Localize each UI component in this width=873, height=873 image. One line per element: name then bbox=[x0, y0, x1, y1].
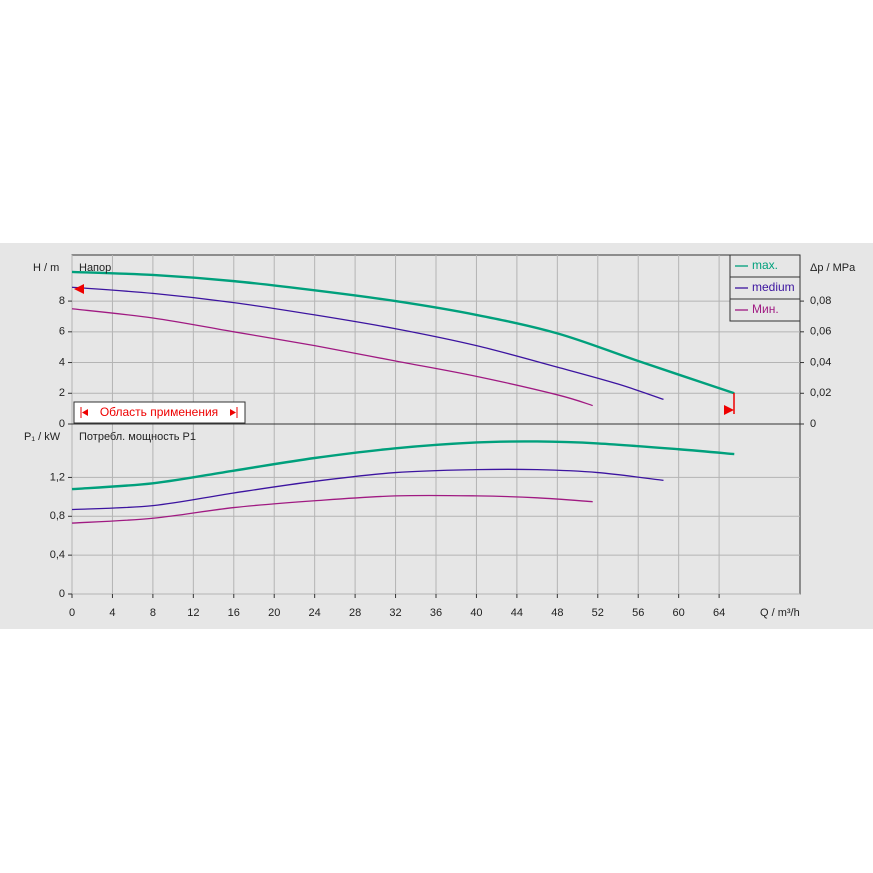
panel-title: Напор bbox=[79, 262, 111, 274]
y2-tick-label: 0,08 bbox=[810, 295, 831, 307]
x-tick-label: 0 bbox=[69, 607, 75, 619]
x-tick-label: 56 bbox=[632, 607, 644, 619]
legend-label: Мин. bbox=[752, 302, 779, 316]
y-tick-label: 0 bbox=[59, 418, 65, 430]
x-tick-label: 8 bbox=[150, 607, 156, 619]
y-tick-label: 0,8 bbox=[50, 510, 65, 522]
range-marker bbox=[74, 284, 84, 294]
curve bbox=[71, 270, 735, 395]
y2-tick-label: 0,02 bbox=[810, 387, 831, 399]
y2-tick-label: 0 bbox=[810, 418, 816, 430]
range-marker bbox=[724, 405, 734, 415]
y-tick-label: 1,2 bbox=[50, 471, 65, 483]
x-tick-label: 52 bbox=[592, 607, 604, 619]
x-tick-label: 28 bbox=[349, 607, 361, 619]
legend-item bbox=[729, 298, 801, 322]
legend-label: max. bbox=[752, 258, 778, 272]
arrow bbox=[230, 409, 236, 416]
y-tick-label: 4 bbox=[59, 356, 65, 368]
annotation-box bbox=[73, 401, 246, 424]
y-tick-label: 0,4 bbox=[50, 549, 65, 561]
x-tick-label: 24 bbox=[309, 607, 321, 619]
x-tick-label: 64 bbox=[713, 607, 725, 619]
annotation: Область применения bbox=[100, 405, 218, 419]
x-tick-label: 44 bbox=[511, 607, 523, 619]
curve bbox=[71, 468, 664, 511]
x-tick-label: 40 bbox=[470, 607, 482, 619]
x-tick-label: 36 bbox=[430, 607, 442, 619]
arrow bbox=[82, 409, 88, 416]
curve bbox=[71, 440, 735, 491]
curves bbox=[71, 270, 735, 524]
curve bbox=[71, 286, 664, 401]
y-axis-label: H / m bbox=[33, 262, 59, 274]
x-tick-label: 12 bbox=[187, 607, 199, 619]
x-tick-label: 16 bbox=[228, 607, 240, 619]
x-axis-label: Q / m³/h bbox=[760, 607, 800, 619]
curve bbox=[71, 494, 593, 524]
y-tick-label: 2 bbox=[59, 387, 65, 399]
x-tick-label: 20 bbox=[268, 607, 280, 619]
legend-label: medium bbox=[752, 280, 795, 294]
x-tick-label: 48 bbox=[551, 607, 563, 619]
y2-tick-label: 0,06 bbox=[810, 326, 831, 338]
y-tick-label: 8 bbox=[59, 295, 65, 307]
panel-title: Потребл. мощность P1 bbox=[79, 431, 196, 443]
x-tick-label: 4 bbox=[109, 607, 115, 619]
x-tick-label: 32 bbox=[389, 607, 401, 619]
y2-axis-label: Δp / MPa bbox=[810, 262, 856, 274]
curve bbox=[71, 308, 593, 407]
x-tick-label: 60 bbox=[673, 607, 685, 619]
y-tick-label: 0 bbox=[59, 588, 65, 600]
y-tick-label: 6 bbox=[59, 326, 65, 338]
y-axis-label: P₁ / kW bbox=[24, 431, 61, 443]
legend: max. medium Мин. bbox=[729, 254, 801, 322]
y2-tick-label: 0,04 bbox=[810, 356, 831, 368]
